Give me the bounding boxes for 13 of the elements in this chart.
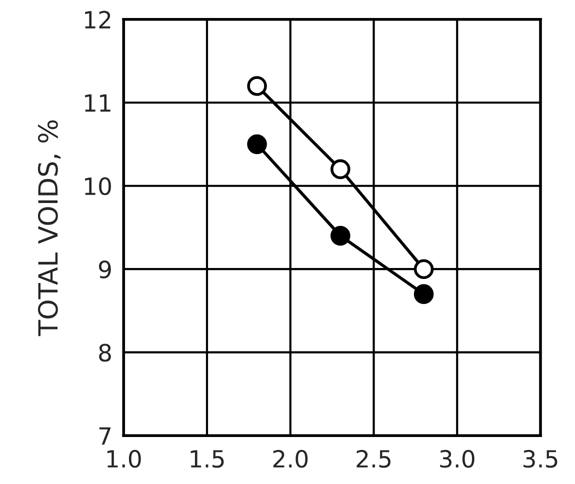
y-tick-label: 9 (98, 260, 111, 278)
x-tick-label: 3.5 (524, 450, 558, 468)
x-tick-label: 2.0 (273, 450, 308, 468)
x-tick-label: 3.0 (440, 450, 474, 468)
x-tick-label: 1.5 (190, 450, 224, 468)
x-tick-label: 1.0 (107, 450, 141, 468)
x-tick-label: 2.5 (356, 450, 390, 468)
y-tick-label: 12 (85, 10, 110, 28)
y-tick-label: 7 (99, 427, 110, 445)
y-axis-title: TOTAL VOIDS, % (38, 120, 61, 336)
y-tick-label: 11 (85, 94, 110, 112)
y-tick-label: 8 (99, 344, 111, 362)
y-tick-label: 10 (85, 177, 111, 196)
